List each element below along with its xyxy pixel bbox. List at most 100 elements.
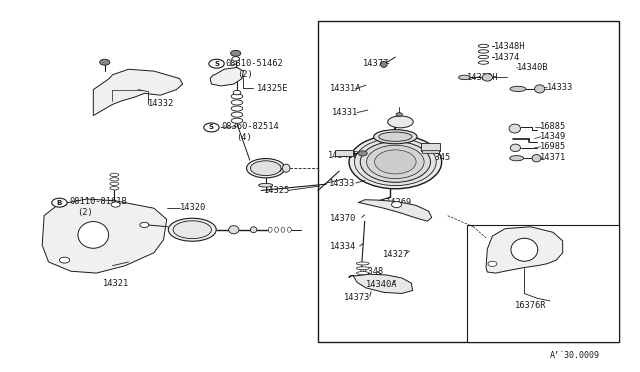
Text: (2): (2) [237,70,253,79]
Bar [318,21,619,341]
Circle shape [233,90,241,95]
Ellipse shape [360,141,431,182]
Ellipse shape [459,75,470,80]
Circle shape [230,50,241,56]
Ellipse shape [281,227,285,232]
Text: 14332: 14332 [148,99,174,108]
Circle shape [204,123,219,132]
Text: 14325E: 14325E [257,84,289,93]
Text: 14333: 14333 [547,83,573,92]
Ellipse shape [478,55,488,59]
Ellipse shape [478,44,488,48]
Text: 14349: 14349 [540,132,566,141]
Text: 14348H: 14348H [494,42,526,51]
Ellipse shape [231,112,243,117]
Ellipse shape [231,118,243,123]
Text: 08360-82514: 08360-82514 [221,122,279,131]
Circle shape [100,59,110,65]
Ellipse shape [275,227,278,232]
Polygon shape [42,199,167,273]
Ellipse shape [231,100,243,105]
Circle shape [396,113,403,116]
Text: 16885: 16885 [540,122,566,131]
Text: S: S [214,61,219,67]
Circle shape [209,59,224,68]
Ellipse shape [482,74,492,81]
Text: (4): (4) [236,133,252,142]
Bar [422,150,439,153]
Text: 14327: 14327 [383,250,409,259]
Text: 14332H: 14332H [467,73,499,82]
Polygon shape [486,227,563,273]
Text: 14340B: 14340B [328,151,360,160]
Ellipse shape [110,173,119,177]
Ellipse shape [282,164,290,172]
Circle shape [140,222,149,228]
Ellipse shape [356,262,369,265]
Ellipse shape [228,226,239,234]
Ellipse shape [173,221,211,238]
Polygon shape [210,67,243,86]
Text: 14331A: 14331A [330,84,361,93]
Circle shape [52,198,67,207]
Ellipse shape [231,106,243,111]
Text: 14334: 14334 [330,242,356,251]
Ellipse shape [110,186,119,190]
Text: 14377: 14377 [364,59,390,68]
Bar [335,150,353,156]
Ellipse shape [250,227,257,233]
Text: 27655Z: 27655Z [256,165,287,174]
Circle shape [60,257,70,263]
Text: A’´30.0009: A’´30.0009 [550,351,600,360]
Ellipse shape [388,116,413,128]
Text: S: S [209,125,214,131]
Ellipse shape [168,218,216,241]
Ellipse shape [509,124,520,133]
Ellipse shape [246,158,285,178]
Ellipse shape [78,222,109,248]
Text: 14374: 14374 [494,52,520,61]
Ellipse shape [287,227,291,232]
Ellipse shape [509,155,524,161]
Text: 14373: 14373 [344,293,370,302]
Ellipse shape [356,267,369,270]
Ellipse shape [534,85,545,93]
Ellipse shape [374,130,417,144]
Circle shape [488,261,497,266]
Text: 16376R: 16376R [515,301,547,310]
Polygon shape [349,274,413,294]
Circle shape [358,151,367,156]
Ellipse shape [379,132,412,141]
Text: 14369: 14369 [387,198,413,207]
Text: 14340B: 14340B [516,63,548,72]
Ellipse shape [532,154,541,162]
Ellipse shape [268,227,272,232]
Ellipse shape [231,94,243,99]
Circle shape [232,57,239,61]
Ellipse shape [356,272,369,275]
Ellipse shape [478,50,488,53]
Ellipse shape [259,183,273,187]
Text: 08310-51462: 08310-51462 [225,59,284,68]
Text: 14340A: 14340A [366,280,397,289]
Ellipse shape [510,144,520,151]
Text: 14333: 14333 [329,179,355,187]
Text: (2): (2) [77,208,93,217]
Text: 16985: 16985 [540,142,566,151]
Text: 14331: 14331 [332,108,358,117]
Text: 14320: 14320 [179,203,205,212]
Ellipse shape [478,61,488,64]
Polygon shape [93,69,182,116]
Ellipse shape [355,138,436,186]
Ellipse shape [511,238,538,261]
Bar [421,143,440,151]
Ellipse shape [367,145,424,179]
Text: 08110-8161B: 08110-8161B [69,198,127,206]
Text: 14325: 14325 [264,186,290,195]
Text: 14348: 14348 [358,267,385,276]
Text: 14371: 14371 [540,153,566,161]
Ellipse shape [349,135,442,189]
Ellipse shape [381,61,387,67]
Bar [467,225,619,341]
Polygon shape [358,200,432,221]
